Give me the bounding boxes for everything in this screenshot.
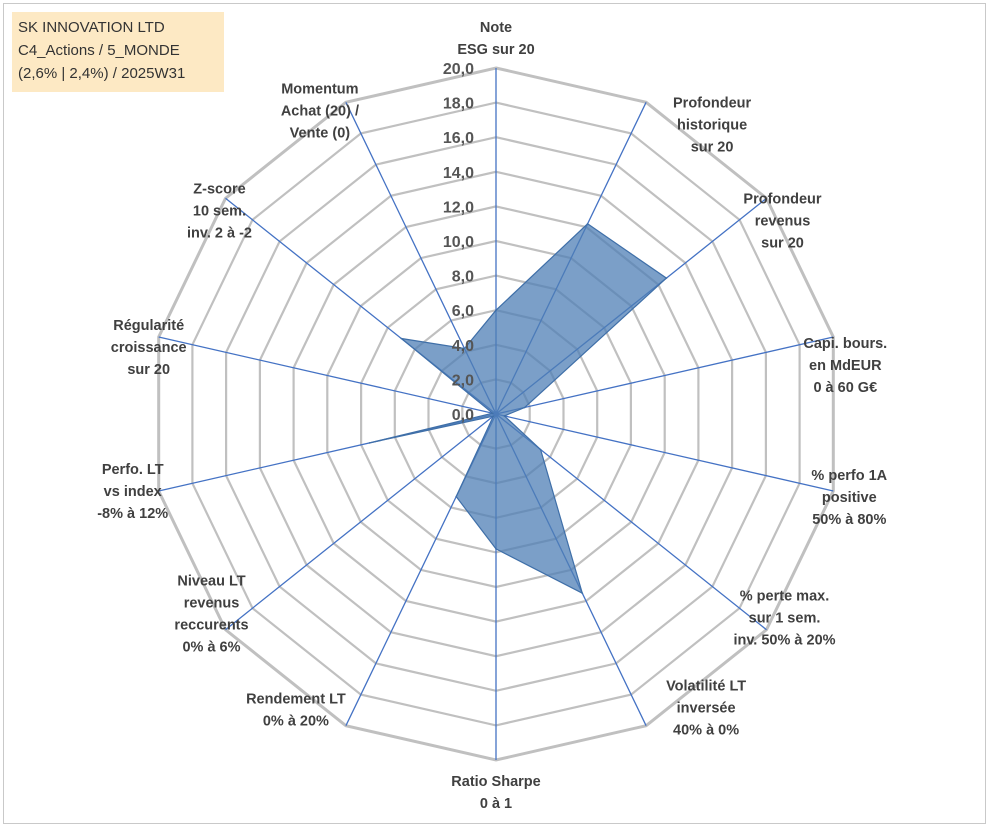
spoke-line <box>495 413 834 492</box>
axis-label: Achat (20) / <box>281 103 359 119</box>
label-layer: Note ESG sur 20 Profondeur historique sur 20… <box>97 20 887 812</box>
axis-label-group: Profondeur historique sur 20 <box>673 95 751 155</box>
tick-label: 18,0 <box>443 96 474 113</box>
axis-label-group: Ratio Sharpe 0 à 1 <box>451 774 540 812</box>
axis-label: inv. 2 à -2 <box>187 225 252 241</box>
spoke-line <box>495 336 834 415</box>
data-point <box>455 495 458 498</box>
axis-label: revenus <box>755 213 811 229</box>
axis-label: Vente (0) <box>290 125 351 141</box>
axis-label-group: Note ESG sur 20 <box>457 20 534 58</box>
tick-label: 4,0 <box>452 338 474 355</box>
tick-label: 8,0 <box>452 269 474 286</box>
data-point <box>463 347 466 350</box>
axis-label: ESG sur 20 <box>457 42 534 58</box>
axis-label: Capi. bours. <box>803 336 887 352</box>
axis-label: 0 à 1 <box>480 796 512 812</box>
axis-label: -8% à 12% <box>97 506 168 522</box>
axis-label-group: % perfo 1A positive 50% à 80% <box>811 468 887 528</box>
axis-label: Profondeur <box>743 191 821 207</box>
axis-label: sur 20 <box>761 235 804 251</box>
axis-label: 0 à 60 G€ <box>813 380 877 396</box>
axis-label: Régularité <box>113 318 184 334</box>
data-point <box>400 337 403 340</box>
data-point <box>586 223 589 225</box>
data-point <box>665 277 668 279</box>
axis-label: 40% à 0% <box>673 723 739 739</box>
axis-label: inversée <box>677 701 736 717</box>
tick-label: 14,0 <box>443 165 474 182</box>
axis-label: Momentum <box>281 81 358 97</box>
data-point <box>495 548 497 550</box>
axis-label: en MdEUR <box>809 358 882 374</box>
axis-label: revenus <box>184 596 240 612</box>
axis-label: Niveau LT <box>177 574 245 590</box>
data-point <box>523 406 526 409</box>
tick-label: 20,0 <box>443 61 474 78</box>
axis-label: croissance <box>111 340 187 356</box>
axis-label: 10 sem. <box>193 203 246 219</box>
category-label: C4_Actions / 5_MONDE <box>18 42 180 59</box>
axis-label-group: Rendement LT 0% à 20% <box>246 692 346 730</box>
axis-label: Volatilité LT <box>666 679 746 695</box>
axis-label: sur 20 <box>691 139 734 155</box>
axis-label: 0% à 6% <box>182 640 240 656</box>
axis-label: 50% à 80% <box>812 512 886 528</box>
axis-label: Note <box>480 20 512 36</box>
axis-label-group: Régularité croissance sur 20 <box>111 318 187 378</box>
axis-label: vs index <box>104 484 162 500</box>
axis-label: % perte max. <box>740 589 829 605</box>
tick-label: 0,0 <box>452 407 474 424</box>
axis-label: 0% à 20% <box>263 714 329 730</box>
axis-label: positive <box>822 490 877 506</box>
period-label: (2,6% | 2,4%) / 2025W31 <box>18 65 186 82</box>
data-point <box>495 309 497 312</box>
axis-label: Rendement LT <box>246 692 346 708</box>
axis-label: Z-score <box>193 181 245 197</box>
axis-label: historique <box>677 117 747 133</box>
tick-label: 10,0 <box>443 234 474 251</box>
tick-label: 12,0 <box>443 199 474 216</box>
axis-label: Profondeur <box>673 95 751 111</box>
axis-label-group: Capi. bours. en MdEUR 0 à 60 G€ <box>803 336 887 396</box>
axis-label: inv. 50% à 20% <box>733 633 835 649</box>
series-layer <box>368 223 668 595</box>
axis-label-group: Z-score 10 sem. inv. 2 à -2 <box>187 181 252 241</box>
tick-label: 2,0 <box>452 372 474 389</box>
tick-layer: 0,0 2,0 4,0 6,0 8,0 10,0 12,0 14,0 16,0 18,0 20,0 <box>443 61 474 424</box>
data-point <box>492 415 495 418</box>
axis-label-group: Profondeur revenus sur 20 <box>743 191 821 251</box>
spoke-line <box>158 336 497 415</box>
data-point <box>491 412 494 415</box>
axis-label: sur 20 <box>127 362 170 378</box>
axis-label-group: Perfo. LT vs index -8% à 12% <box>97 462 168 522</box>
data-point <box>539 448 542 451</box>
axis-label-group: Momentum Achat (20) / Vente (0) <box>281 81 359 141</box>
data-point <box>581 592 584 594</box>
axis-label: Ratio Sharpe <box>451 774 540 790</box>
axis-label: reccurents <box>174 618 248 634</box>
axis-label: % perfo 1A <box>811 468 887 484</box>
company-name: SK INNOVATION LTD <box>18 19 165 36</box>
axis-label-group: Niveau LT revenus reccurents 0% à 6% <box>174 574 248 656</box>
axis-label: sur 1 sem. <box>749 611 821 627</box>
tick-label: 6,0 <box>452 303 474 320</box>
spoke-line <box>225 413 497 631</box>
data-point <box>368 442 371 444</box>
series-area <box>369 223 668 595</box>
axis-label-group: % perte max. sur 1 sem. inv. 50% à 20% <box>733 589 835 649</box>
axis-label-group: Volatilité LT inversée 40% à 0% <box>666 679 746 739</box>
data-point <box>503 415 506 417</box>
info-box: SK INNOVATION LTD C4_Actions / 5_MONDE (… <box>12 12 224 92</box>
axis-label: Perfo. LT <box>102 462 164 478</box>
tick-label: 16,0 <box>443 130 474 147</box>
